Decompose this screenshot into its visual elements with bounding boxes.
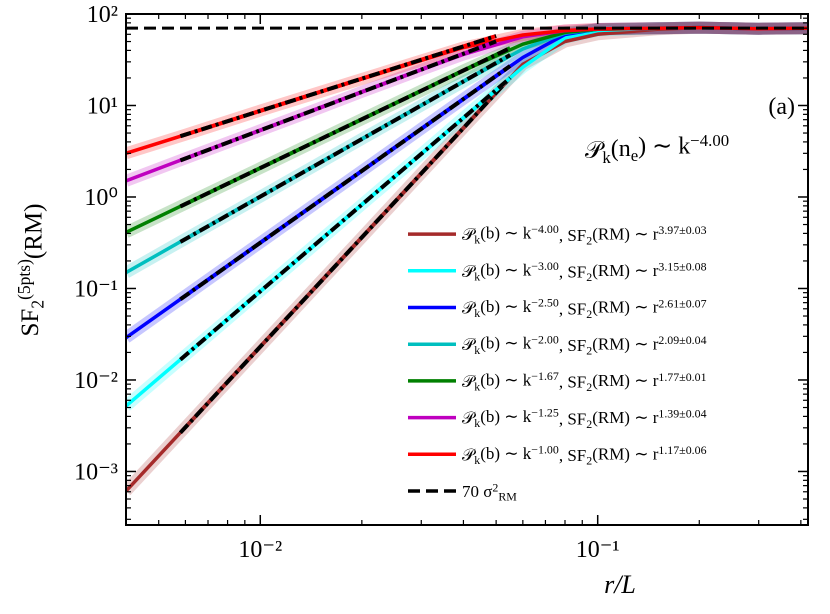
fit-line (178, 76, 512, 435)
fit-line (179, 46, 511, 209)
legend-label: 𝒫k(b) ∼ k−4.00, SF2(RM) ∼ r3.97±0.03 (462, 222, 707, 247)
fit-line (179, 53, 512, 244)
plot-area (126, 21, 808, 496)
y-tick-label: 10⁻² (74, 368, 118, 394)
y-tick-label: 10⁻³ (74, 459, 118, 485)
y-tick-label: 10¹ (87, 93, 118, 119)
y-axis-label: SF2(5pts)(RM) (14, 204, 47, 337)
x-axis-label: r/L (604, 570, 636, 599)
y-tick-label: 10² (87, 2, 118, 28)
y-tick-label: 10⁰ (84, 185, 118, 211)
panel-label: (a) (768, 94, 795, 120)
y-tick-label: 10⁻¹ (74, 276, 118, 302)
fit-line-base (179, 34, 497, 139)
legend-label: 𝒫k(b) ∼ k−2.50, SF2(RM) ∼ r2.61±0.07 (462, 296, 707, 321)
fit-line (179, 64, 512, 301)
x-tick-label: 10⁻¹ (576, 537, 620, 563)
legend-label: 𝒫k(b) ∼ k−1.67, SF2(RM) ∼ r1.77±0.01 (462, 369, 707, 394)
plot-frame (125, 13, 809, 526)
legend-label: 𝒫k(b) ∼ k−2.00, SF2(RM) ∼ r2.09±0.04 (462, 332, 707, 357)
legend-label: 𝒫k(b) ∼ k−3.00, SF2(RM) ∼ r3.15±0.08 (462, 259, 707, 284)
legend-label: 𝒫k(b) ∼ k−1.00, SF2(RM) ∼ r1.17±0.06 (462, 442, 707, 467)
legend-label: 70 σ2RM (462, 481, 517, 504)
x-tick-label: 10⁻² (238, 537, 282, 563)
fit-line (179, 76, 512, 362)
fit-line (179, 39, 497, 163)
legend-label: 𝒫k(b) ∼ k−1.25, SF2(RM) ∼ r1.39±0.04 (462, 406, 707, 431)
annotation: 𝒫k(ne) ∼ k−4.00 (585, 131, 729, 167)
